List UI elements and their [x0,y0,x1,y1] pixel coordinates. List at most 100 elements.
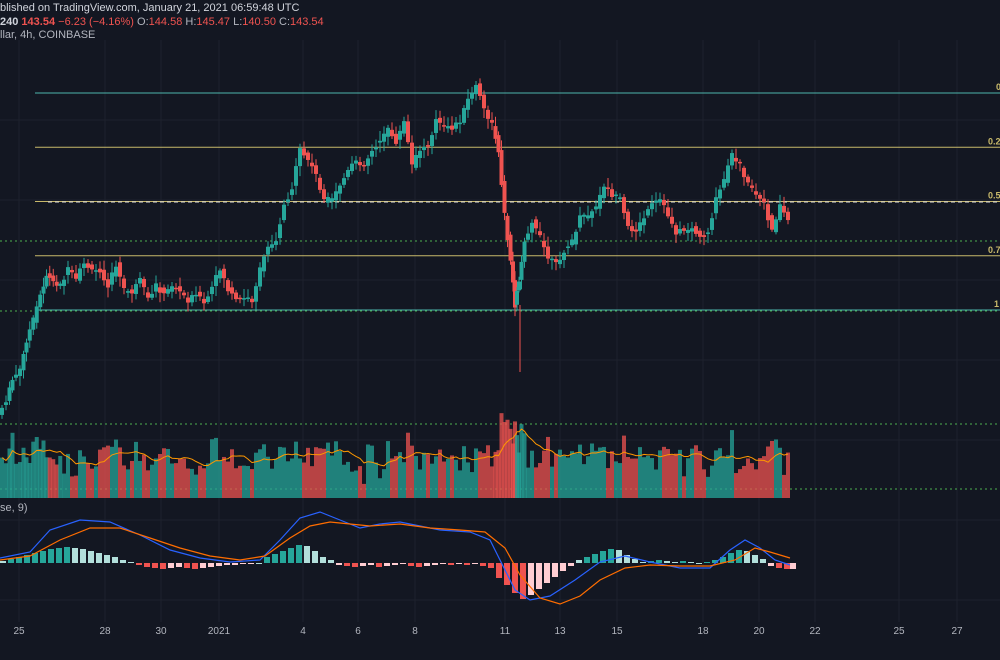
macd-histogram-bar [104,555,110,563]
macd-histogram-bar [752,555,758,563]
candle-body [646,209,650,216]
candle-body [44,275,49,287]
low-value: 140.50 [242,16,276,28]
candle-body [402,121,406,134]
volume-bar [338,450,342,498]
volume-bar [118,447,122,498]
macd-histogram-bar [472,563,478,564]
candle-body [778,204,782,221]
candle-body [602,186,606,199]
macd-histogram-bar [40,551,46,563]
volume-bar [414,456,418,498]
x-tick-label: 20 [753,626,765,637]
volume-bar [758,458,762,498]
candle-body [618,197,622,199]
candle-body [650,203,654,210]
volume-bar [142,454,146,498]
candle-body [242,298,246,300]
volume-bar [242,465,246,498]
candle-body [254,286,258,302]
volume-bar [278,446,282,498]
macd-histogram-bar [560,563,566,571]
candle-body [250,298,254,303]
volume-bar [254,452,258,498]
candle-body [505,215,510,241]
candle-body [578,215,582,228]
candle-body [786,211,790,221]
volume-bar [342,464,346,498]
candle-body [442,125,446,127]
candle-body [386,127,390,137]
volume-bar [698,450,702,498]
candle-body [198,291,202,297]
volume-bar [770,440,774,498]
candle-body [90,264,94,270]
volume-bar [362,483,366,498]
candle-body [462,108,466,123]
candle-body [522,241,527,262]
candle-body [158,287,162,293]
candle-body [194,294,198,297]
volume-bar [182,458,186,498]
high-label: H: [185,16,197,28]
candle-body [14,374,18,378]
volume-bar [58,455,63,498]
volume-bar [742,465,746,498]
volume-bar [594,450,598,498]
candle-body [622,197,626,214]
volume-bar [670,455,674,498]
volume-bar [62,473,66,498]
volume-bar [326,442,330,498]
volume-bar [82,456,86,498]
macd-histogram-bar [688,562,694,563]
volume-bar [0,457,4,498]
candle-body [490,119,494,123]
candle-body [382,133,386,142]
interval[interactable]: 240 [0,16,19,28]
candle-body [590,211,594,218]
candle-body [682,228,686,231]
candle-body [658,199,662,203]
grid [0,40,1000,622]
candle-body [546,246,550,259]
macd-histogram-bar [200,563,206,568]
candle-body [508,234,513,261]
macd-histogram-bar [64,547,70,563]
macd-histogram-bar [208,563,214,567]
volume-bar [218,460,222,498]
macd-histogram-bar [232,563,238,565]
volume-bar [638,447,642,498]
macd-histogram-bar [512,563,518,593]
candle-body [630,226,634,232]
candle-body [570,239,574,246]
volume-bar [34,437,39,498]
chart-header: blished on TradingView.com, January 21, … [0,2,299,14]
candle-body [24,342,29,353]
macd-histogram-bar [776,563,782,568]
candle-body [706,232,710,234]
candle-body [517,281,521,291]
volume-bar [110,446,114,498]
candle-body [21,353,26,371]
candle-body [7,387,12,401]
volume-bar [122,465,126,498]
volume-bar [505,419,510,498]
macd-histogram-bar [552,563,558,577]
candle-body [710,218,714,230]
candle-body [398,130,402,140]
volume-bar [294,441,298,498]
volume-bar [496,450,501,498]
volume-bar [470,472,474,498]
candle-body [218,270,222,279]
macd-histogram-bar [112,557,118,563]
volume-bar [198,465,202,498]
candle-body [422,146,426,151]
volume-bar [350,471,354,498]
x-tick-label: 4 [300,626,306,637]
candle-body [678,229,682,234]
macd-histogram-bar [336,563,342,565]
volume-bar [502,422,507,498]
volume-bar [354,470,358,498]
candle-body [702,235,706,237]
